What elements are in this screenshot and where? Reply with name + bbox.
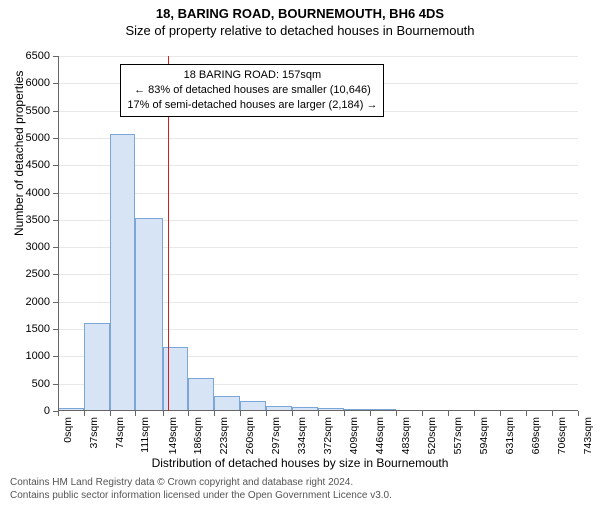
y-tick-label: 2500 [26, 268, 50, 280]
y-tick-label: 4500 [26, 159, 50, 171]
x-tick-label: 297sqm [270, 417, 282, 454]
histogram-bar [84, 323, 110, 411]
title-line-1: 18, BARING ROAD, BOURNEMOUTH, BH6 4DS [0, 6, 600, 21]
histogram-bar [163, 347, 188, 411]
x-tick-label: 594sqm [478, 417, 490, 454]
x-tick-label: 409sqm [348, 417, 360, 454]
y-tick-label: 2000 [26, 296, 50, 308]
x-tick-label: 669sqm [530, 417, 542, 454]
x-tick-label: 483sqm [400, 417, 412, 454]
y-tick-label: 6500 [26, 50, 50, 62]
x-tick-label: 74sqm [114, 417, 126, 449]
marker-callout: 18 BARING ROAD: 157sqm← 83% of detached … [120, 64, 384, 117]
x-tick-label: 37sqm [88, 417, 100, 449]
x-tick-mark [135, 411, 136, 416]
x-tick-label: 743sqm [582, 417, 594, 454]
x-tick-label: 706sqm [556, 417, 568, 454]
x-tick-label: 557sqm [452, 417, 464, 454]
x-tick-label: 631sqm [504, 417, 516, 454]
x-tick-label: 334sqm [296, 417, 308, 454]
x-tick-label: 372sqm [322, 417, 334, 454]
callout-line: 17% of semi-detached houses are larger (… [127, 98, 377, 113]
histogram-bar [188, 378, 214, 411]
y-tick-label: 3000 [26, 241, 50, 253]
x-tick-label: 111sqm [139, 417, 151, 453]
x-tick-mark [578, 411, 579, 416]
x-tick-mark [318, 411, 319, 416]
x-tick-mark [266, 411, 267, 416]
x-tick-mark [84, 411, 85, 416]
x-tick-mark [188, 411, 189, 416]
x-tick-mark [58, 411, 59, 416]
x-tick-mark [240, 411, 241, 416]
gridline [58, 193, 578, 194]
x-tick-mark [448, 411, 449, 416]
x-tick-mark [552, 411, 553, 416]
y-axis-label: Number of detached properties [12, 71, 26, 236]
histogram-bar [110, 134, 135, 411]
x-tick-mark [474, 411, 475, 416]
x-tick-label: 186sqm [192, 417, 204, 454]
histogram-bar [214, 396, 240, 411]
gridline [58, 165, 578, 166]
y-tick-label: 3500 [26, 214, 50, 226]
histogram-bar [135, 218, 162, 411]
x-tick-mark [344, 411, 345, 416]
footer-attribution: Contains HM Land Registry data © Crown c… [10, 476, 392, 502]
gridline [58, 56, 578, 57]
x-axis-label: Distribution of detached houses by size … [0, 456, 600, 470]
gridline [58, 138, 578, 139]
y-tick-label: 1500 [26, 323, 50, 335]
footer-line-2: Contains public sector information licen… [10, 489, 392, 502]
x-tick-mark [396, 411, 397, 416]
x-tick-mark [110, 411, 111, 416]
x-tick-mark [292, 411, 293, 416]
x-tick-label: 149sqm [167, 417, 179, 454]
y-tick-label: 0 [44, 405, 50, 417]
x-tick-mark [500, 411, 501, 416]
x-tick-mark [163, 411, 164, 416]
x-tick-label: 0sqm [62, 417, 74, 443]
x-tick-mark [370, 411, 371, 416]
y-tick-label: 6000 [26, 77, 50, 89]
x-tick-label: 520sqm [426, 417, 438, 454]
y-axis-line [58, 56, 59, 411]
y-tick-label: 500 [32, 378, 50, 390]
x-tick-mark [214, 411, 215, 416]
x-tick-mark [526, 411, 527, 416]
x-tick-label: 260sqm [244, 417, 256, 454]
footer-line-1: Contains HM Land Registry data © Crown c… [10, 476, 392, 489]
chart-titles: 18, BARING ROAD, BOURNEMOUTH, BH6 4DS Si… [0, 6, 600, 38]
title-line-2: Size of property relative to detached ho… [0, 23, 600, 38]
y-tick-label: 5500 [26, 105, 50, 117]
x-tick-label: 446sqm [374, 417, 386, 454]
y-tick-label: 5000 [26, 132, 50, 144]
y-tick-label: 4000 [26, 187, 50, 199]
callout-line: 18 BARING ROAD: 157sqm [127, 68, 377, 83]
x-tick-label: 223sqm [218, 417, 230, 454]
histogram-plot: 0500100015002000250030003500400045005000… [58, 56, 578, 411]
callout-line: ← 83% of detached houses are smaller (10… [127, 83, 377, 98]
y-tick-label: 1000 [26, 350, 50, 362]
x-tick-mark [422, 411, 423, 416]
